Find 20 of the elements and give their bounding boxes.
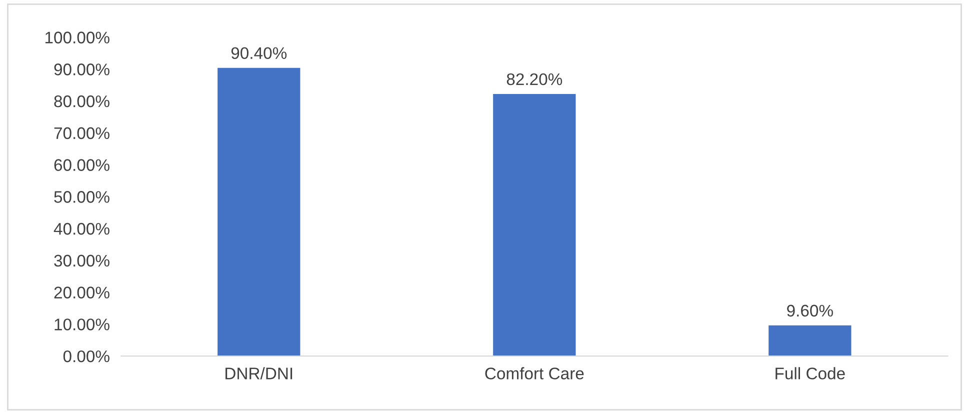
bar: [218, 68, 300, 356]
y-tick-label: 70.00%: [54, 127, 110, 140]
x-tick-label: Full Code: [776, 367, 845, 380]
y-tick-label: 90.00%: [54, 64, 110, 76]
y-tick-label: 80.00%: [54, 95, 110, 108]
y-tick-label: 100.00%: [45, 32, 110, 44]
y-tick-label: 0.00%: [63, 350, 110, 362]
data-label: 82.20%: [506, 73, 562, 86]
y-tick-label: 60.00%: [54, 159, 110, 171]
y-tick-label: 30.00%: [54, 254, 110, 267]
bar: [493, 94, 576, 356]
y-tick-label: 10.00%: [54, 318, 110, 330]
x-tick-label: DNR/DNI: [226, 367, 292, 380]
x-tick-label: Comfort Care: [485, 367, 584, 380]
data-label: 90.40%: [231, 47, 287, 60]
data-label: 9.60%: [787, 304, 833, 317]
bar: [768, 325, 852, 356]
y-tick-label: 50.00%: [54, 191, 110, 203]
y-tick-label: 40.00%: [54, 222, 110, 235]
y-tick-label: 20.00%: [54, 286, 110, 298]
